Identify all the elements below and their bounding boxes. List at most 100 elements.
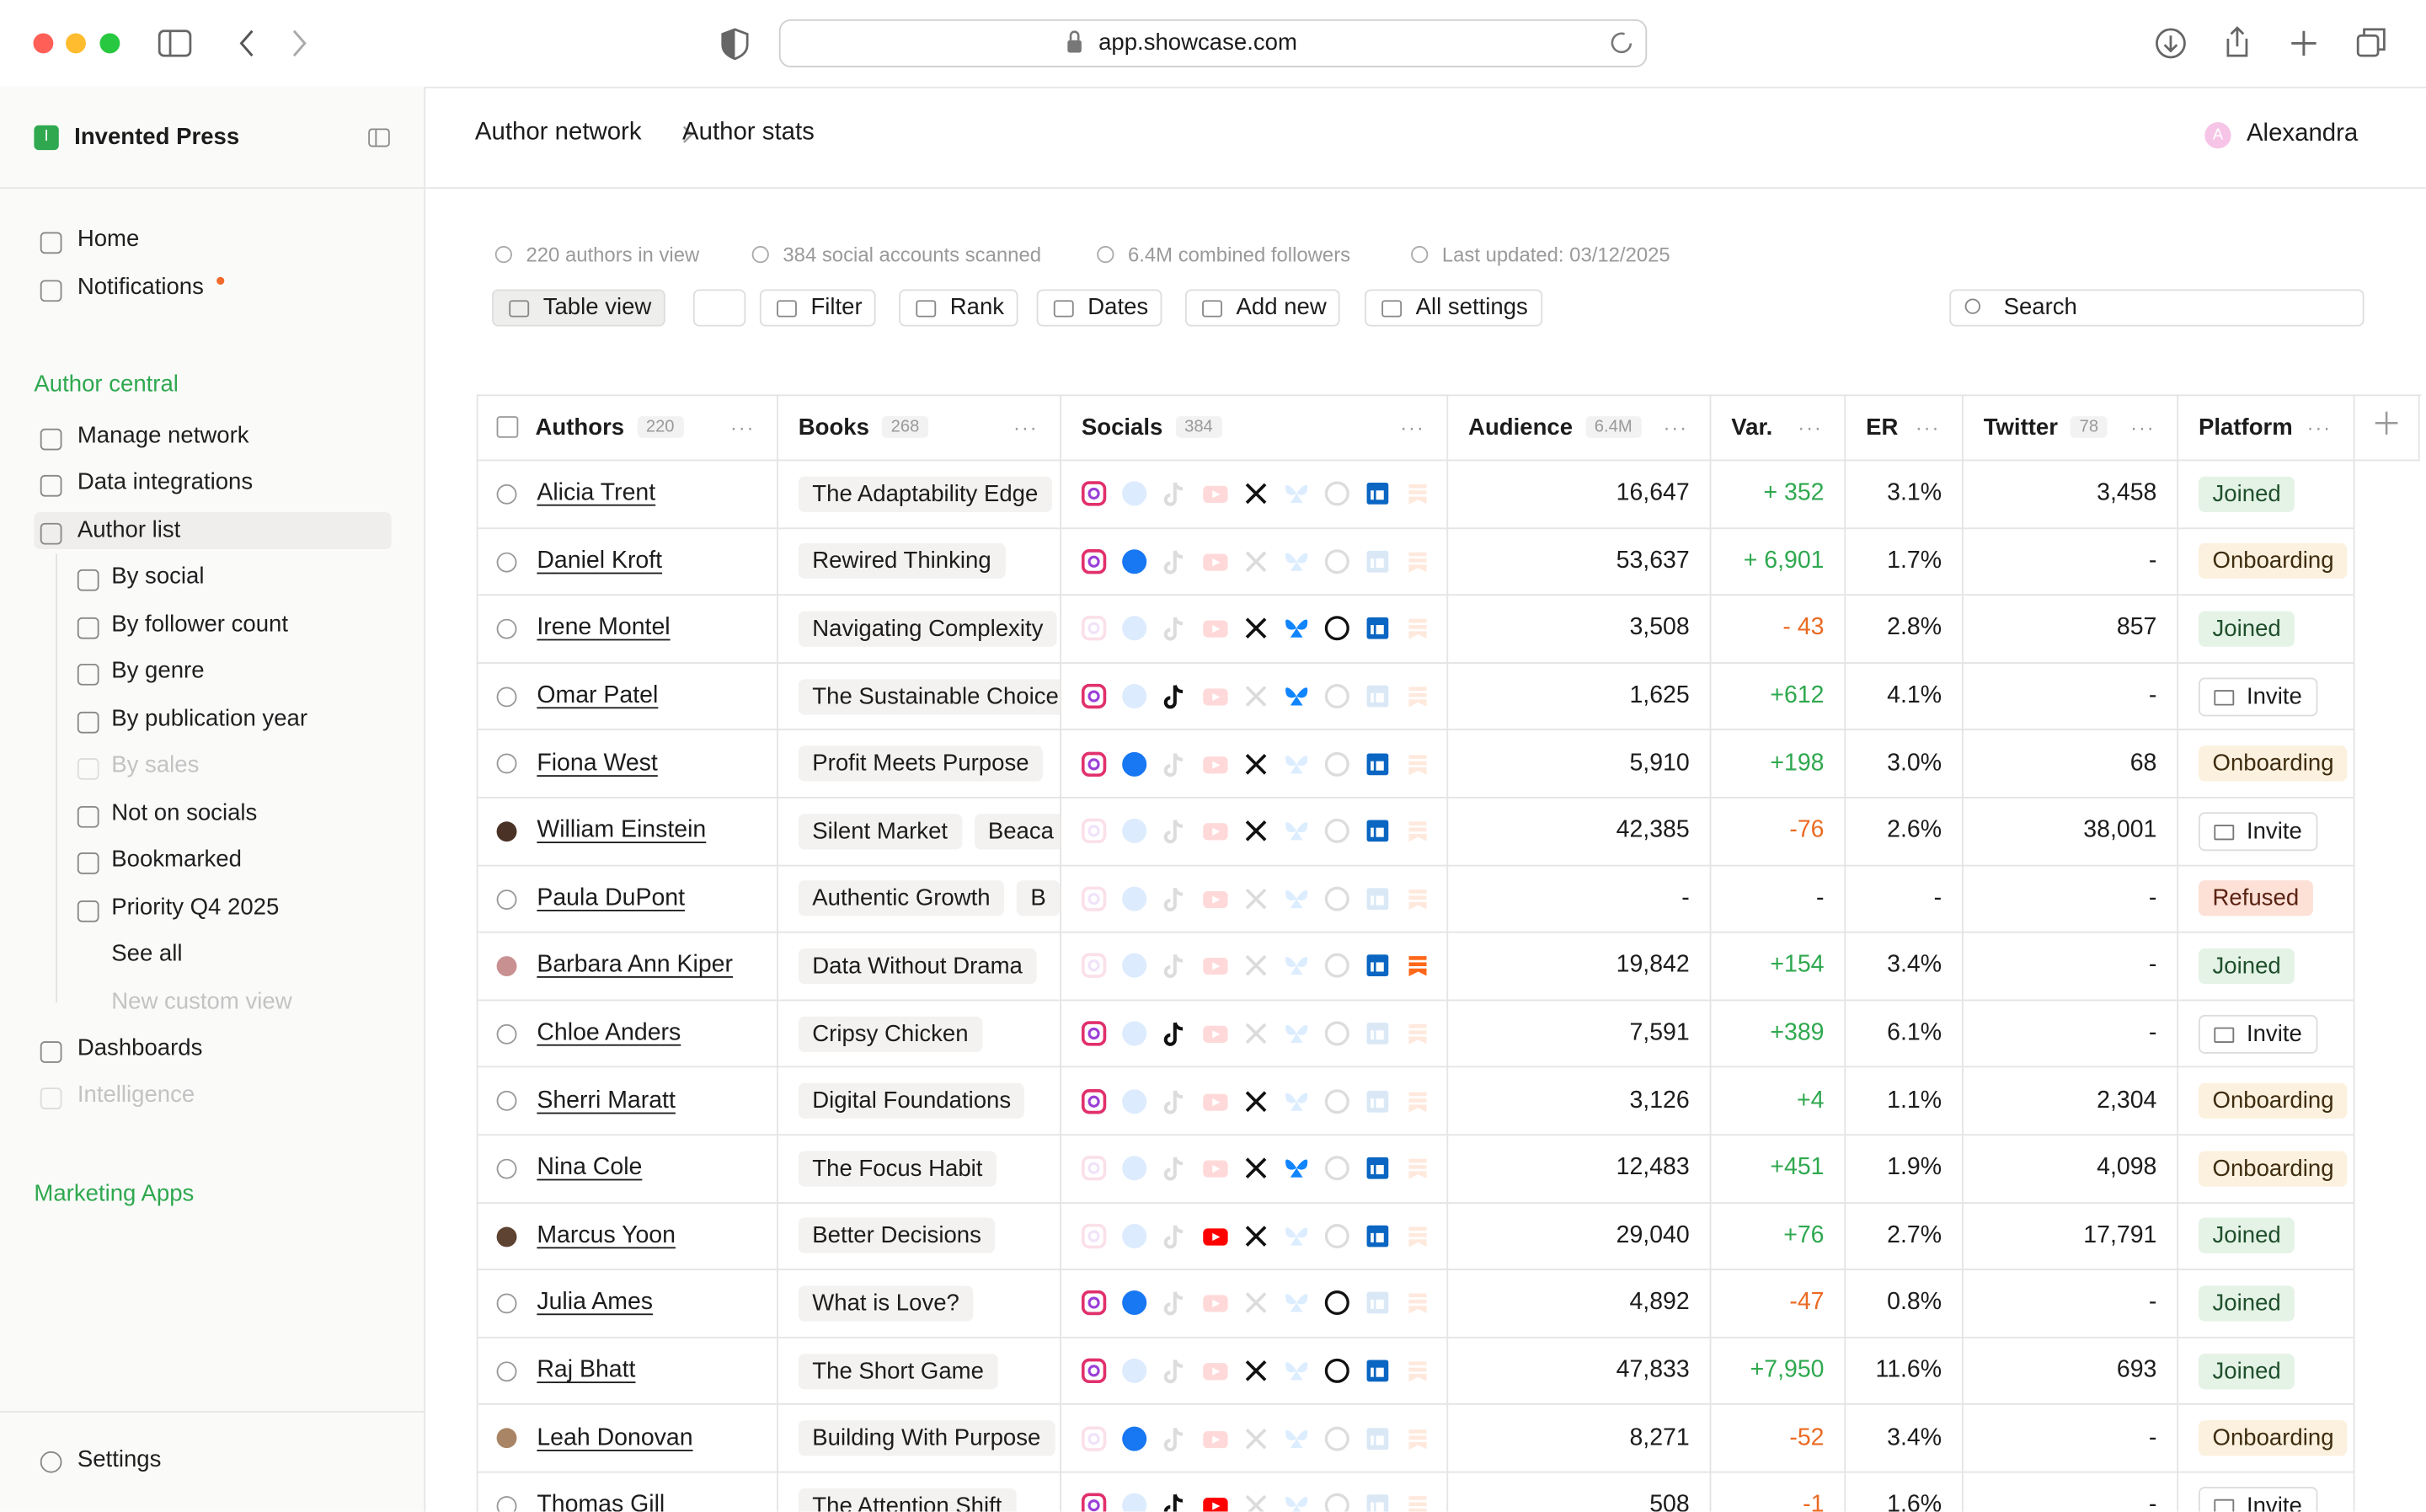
book-chip[interactable]: Profit Meets Purpose bbox=[798, 745, 1044, 782]
sub-nav-item[interactable]: See all bbox=[111, 940, 183, 967]
sub-nav-item[interactable]: By genre bbox=[111, 657, 205, 684]
sub-nav-item[interactable]: Priority Q4 2025 bbox=[111, 893, 280, 920]
column-header[interactable]: ER ··· bbox=[1846, 394, 1964, 462]
sub-nav-item[interactable]: Not on socials bbox=[111, 799, 258, 825]
book-chip[interactable]: The Focus Habit bbox=[798, 1151, 997, 1187]
settings-link[interactable]: Settings bbox=[77, 1446, 162, 1473]
book-chip[interactable]: The Attention Shift bbox=[798, 1488, 1016, 1512]
column-header[interactable]: Twitter 78 ··· bbox=[1963, 394, 2179, 462]
author-link[interactable]: Chloe Anders bbox=[537, 1019, 681, 1046]
book-chip[interactable]: Navigating Complexity bbox=[798, 611, 1057, 647]
toolbar-button[interactable]: Filter bbox=[759, 289, 877, 327]
nav-item[interactable]: Manage network bbox=[77, 422, 249, 449]
book-chip[interactable]: The Short Game bbox=[798, 1353, 998, 1389]
author-link[interactable]: Raj Bhatt bbox=[537, 1356, 636, 1384]
toolbar-button[interactable]: Table view bbox=[492, 289, 665, 327]
author-link[interactable]: Fiona West bbox=[537, 750, 658, 777]
cell-value: - bbox=[2148, 884, 2157, 911]
collapse-icon[interactable] bbox=[368, 128, 390, 147]
author-link[interactable]: William Einstein bbox=[537, 817, 707, 844]
author-link[interactable]: Alicia Trent bbox=[537, 479, 656, 507]
brand-name[interactable]: Invented Press bbox=[74, 123, 240, 151]
author-link[interactable]: Thomas Gill bbox=[537, 1492, 665, 1512]
author-link[interactable]: Omar Patel bbox=[537, 682, 659, 709]
cell-value: 1.7% bbox=[1887, 548, 1942, 574]
author-link[interactable]: Julia Ames bbox=[537, 1289, 654, 1317]
column-menu[interactable]: ··· bbox=[1798, 415, 1823, 439]
cell-value: 3.0% bbox=[1887, 750, 1942, 777]
platform-status[interactable]: Invite bbox=[2199, 1014, 2318, 1054]
author-link[interactable]: Nina Cole bbox=[537, 1154, 643, 1181]
column-menu[interactable]: ··· bbox=[2130, 415, 2156, 439]
book-chip[interactable]: Digital Foundations bbox=[798, 1083, 1025, 1119]
cell-value: 3.4% bbox=[1887, 952, 1942, 979]
toolbar-button[interactable]: All settings bbox=[1365, 289, 1542, 327]
column-menu[interactable]: ··· bbox=[1013, 415, 1039, 439]
table-cell: +7,950 bbox=[1711, 1338, 1846, 1406]
table-cell: 53,637 bbox=[1448, 528, 1712, 596]
book-chip[interactable]: Data Without Drama bbox=[798, 948, 1037, 985]
user-name[interactable]: Alexandra bbox=[2246, 120, 2359, 147]
book-chip[interactable]: What is Love? bbox=[798, 1285, 974, 1322]
column-header[interactable]: Platform ··· bbox=[2178, 394, 2355, 462]
sub-nav-item[interactable]: By follower count bbox=[111, 610, 289, 637]
section-title[interactable]: Marketing Apps bbox=[34, 1180, 195, 1207]
toolbar-button[interactable]: Rank bbox=[899, 289, 1018, 327]
table-cell bbox=[1061, 1203, 1449, 1271]
book-chip[interactable]: Better Decisions bbox=[798, 1218, 996, 1254]
platform-status[interactable]: Invite bbox=[2199, 676, 2318, 716]
section-title[interactable]: Author central bbox=[34, 371, 179, 398]
book-chip[interactable]: Cripsy Chicken bbox=[798, 1015, 983, 1052]
column-header[interactable]: Socials 384 ··· bbox=[1061, 394, 1449, 462]
toolbar-button[interactable]: Dates bbox=[1036, 289, 1162, 327]
author-link[interactable]: Daniel Kroft bbox=[537, 548, 663, 574]
search-input[interactable]: Search bbox=[1949, 289, 2365, 327]
nav-item[interactable]: Data integrations bbox=[77, 468, 254, 495]
column-menu[interactable]: ··· bbox=[2306, 415, 2332, 439]
author-link[interactable]: Paula DuPont bbox=[537, 884, 686, 911]
table-cell: +154 bbox=[1711, 932, 1846, 1001]
book-chip[interactable]: Authentic Growth bbox=[798, 880, 1005, 917]
book-chip[interactable]: The Sustainable Choice bbox=[798, 678, 1061, 714]
author-link[interactable]: Marcus Yoon bbox=[537, 1221, 676, 1249]
column-label: Authors bbox=[535, 414, 625, 441]
book-chip[interactable]: Beaca bbox=[974, 813, 1061, 849]
book-chip[interactable]: Building With Purpose bbox=[798, 1420, 1055, 1456]
nav-item[interactable]: Home bbox=[77, 226, 140, 253]
column-menu[interactable]: ··· bbox=[1663, 415, 1688, 439]
book-chip[interactable]: The Adaptability Edge bbox=[798, 476, 1052, 512]
platform-status[interactable]: Invite bbox=[2199, 1486, 2318, 1512]
author-link[interactable]: Barbara Ann Kiper bbox=[537, 952, 734, 979]
book-chip[interactable]: Rewired Thinking bbox=[798, 543, 1006, 580]
breadcrumb-item[interactable]: Author network bbox=[474, 119, 642, 146]
add-column[interactable]: ＋ bbox=[2354, 394, 2420, 462]
author-link[interactable]: Irene Montel bbox=[537, 615, 671, 642]
column-header[interactable]: Var. ··· bbox=[1711, 394, 1846, 462]
nav-item[interactable]: Dashboards bbox=[77, 1034, 203, 1062]
select-all[interactable] bbox=[496, 416, 519, 438]
column-menu[interactable]: ··· bbox=[1915, 415, 1941, 439]
nav-item[interactable]: Author list bbox=[77, 516, 181, 543]
platform-status[interactable]: Invite bbox=[2199, 811, 2318, 851]
user-avatar[interactable]: A bbox=[2204, 122, 2231, 149]
book-chip[interactable]: B bbox=[1016, 880, 1061, 917]
url[interactable]: app.showcase.com bbox=[1098, 29, 1297, 56]
sub-nav-item[interactable]: By publication year bbox=[111, 704, 308, 731]
column-menu[interactable]: ··· bbox=[1400, 415, 1425, 439]
view-toggle[interactable] bbox=[692, 289, 746, 327]
nav-item[interactable]: Notifications bbox=[77, 274, 204, 301]
author-link[interactable]: Leah Donovan bbox=[537, 1424, 693, 1451]
envelope-icon bbox=[2214, 1499, 2235, 1512]
column-header[interactable]: Books 268 ··· bbox=[777, 394, 1062, 462]
toolbar-button[interactable]: Add new bbox=[1184, 289, 1341, 327]
cell-value: 19,842 bbox=[1616, 952, 1690, 979]
author-link[interactable]: Sherri Maratt bbox=[537, 1087, 676, 1114]
column-menu[interactable]: ··· bbox=[729, 415, 756, 439]
sub-nav-item[interactable]: Bookmarked bbox=[111, 846, 242, 873]
column-header[interactable]: Audience 6.4M ··· bbox=[1448, 394, 1712, 462]
book-chip[interactable]: Silent Market bbox=[798, 813, 962, 849]
stat: Last updated: 03/12/2025 bbox=[1441, 243, 1670, 266]
sub-nav-item[interactable]: By social bbox=[111, 563, 205, 590]
column-header[interactable]: Authors 220 ··· bbox=[476, 394, 778, 462]
table-cell: What is Love? bbox=[777, 1270, 1062, 1338]
